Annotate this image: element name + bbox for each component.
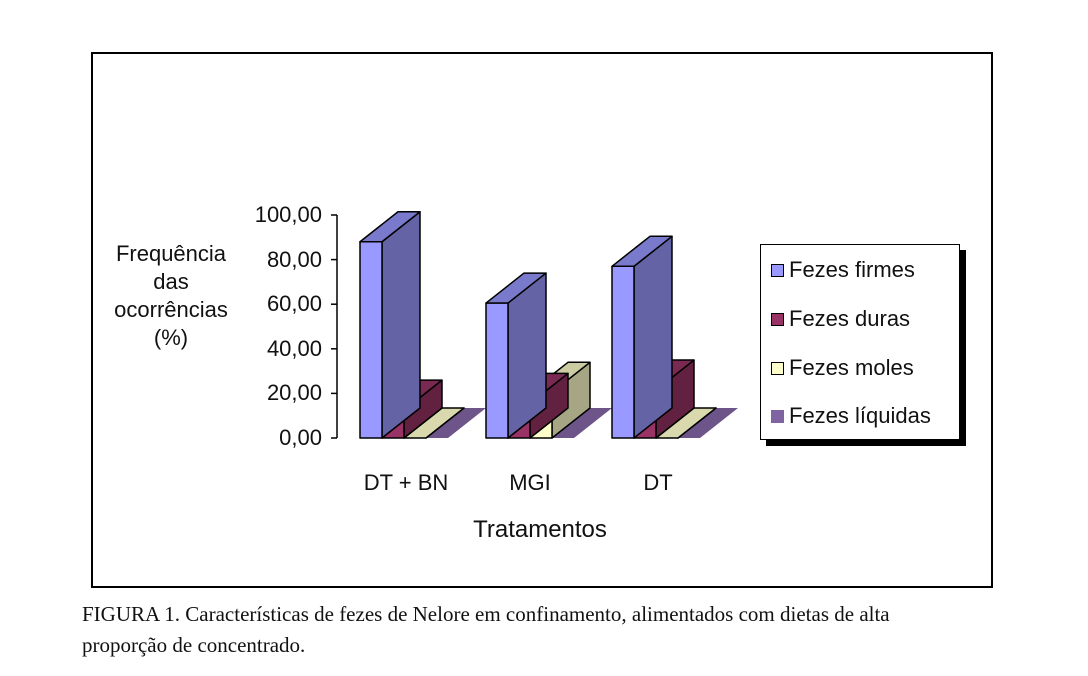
bar-top-3 bbox=[678, 408, 738, 438]
figure-frame bbox=[91, 52, 993, 588]
legend-swatch-duras bbox=[771, 312, 784, 326]
y-tick-label: 100,00 bbox=[254, 202, 322, 227]
y-axis-label-line: Frequência bbox=[115, 241, 227, 266]
caption-line: FIGURA 1. Características de fezes de Ne… bbox=[82, 602, 890, 626]
figure-caption: FIGURA 1. Características de fezes de Ne… bbox=[82, 599, 1042, 661]
y-tick-label: 60,00 bbox=[266, 291, 322, 316]
legend: Fezes firmes Fezes duras Fezes moles Fez… bbox=[760, 244, 960, 440]
x-category-label: DT + BN bbox=[363, 470, 449, 495]
y-tick-label: 80,00 bbox=[266, 247, 322, 272]
legend-swatch-firmes bbox=[771, 263, 784, 277]
bar-side-0 bbox=[381, 211, 421, 439]
x-axis-label: Tratamentos bbox=[473, 516, 607, 543]
legend-label: Fezes duras bbox=[789, 306, 911, 331]
bar-top-3 bbox=[426, 408, 486, 438]
caption-line: proporção de concentrado. bbox=[82, 633, 306, 657]
y-axis-label-line: (%) bbox=[153, 325, 189, 350]
y-tick-label: 40,00 bbox=[266, 336, 322, 361]
y-tick-label: 20,00 bbox=[266, 380, 322, 405]
y-axis-label: Frequência das ocorrências (%) bbox=[96, 240, 246, 352]
legend-item: Fezes moles bbox=[771, 355, 914, 381]
y-tick-label: 0,00 bbox=[279, 425, 322, 450]
legend-label: Fezes moles bbox=[789, 355, 914, 380]
legend-label: Fezes firmes bbox=[789, 257, 915, 282]
legend-swatch-moles bbox=[771, 361, 784, 375]
legend-item: Fezes firmes bbox=[771, 257, 915, 283]
bar-top-3 bbox=[552, 408, 612, 438]
x-category-label: DT bbox=[643, 470, 673, 495]
legend-item: Fezes líquidas bbox=[771, 403, 931, 429]
bar-front-0 bbox=[485, 302, 509, 439]
y-axis-label-line: ocorrências bbox=[114, 297, 228, 322]
bar-side-0 bbox=[633, 235, 673, 439]
legend-label: Fezes líquidas bbox=[789, 403, 931, 428]
y-axis-label-line: das bbox=[153, 269, 189, 294]
legend-item: Fezes duras bbox=[771, 306, 910, 332]
bar-front-0 bbox=[611, 265, 635, 439]
x-category-label: MGI bbox=[509, 470, 551, 495]
bar-front-0 bbox=[359, 241, 383, 439]
legend-swatch-liquidas bbox=[771, 409, 784, 423]
